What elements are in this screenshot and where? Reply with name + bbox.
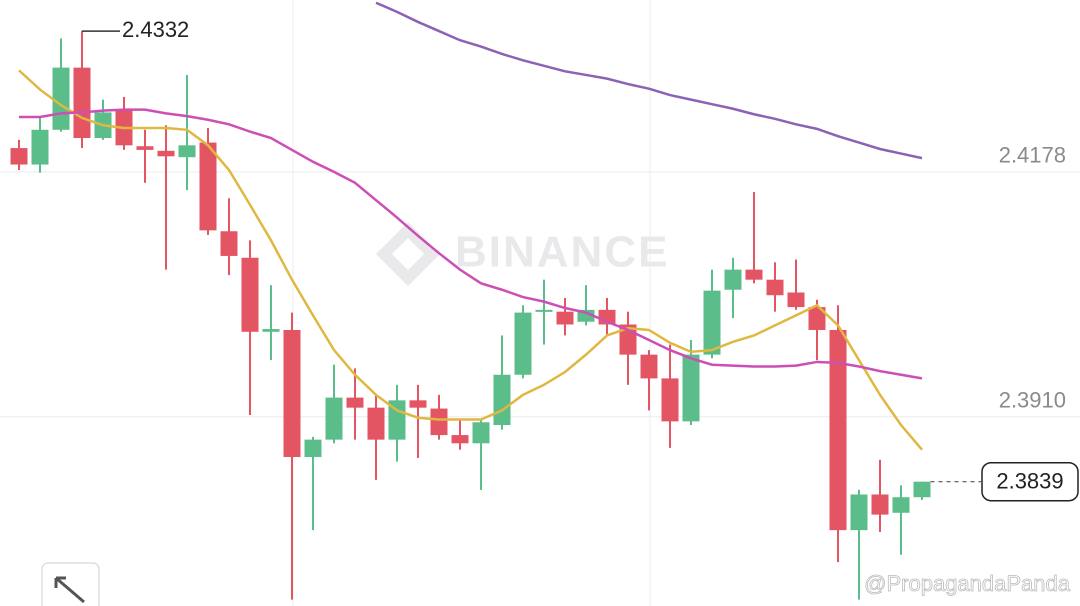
candle-body: [388, 400, 406, 440]
candle-body: [199, 142, 217, 231]
candle-body: [451, 435, 469, 444]
candle-body: [682, 354, 700, 422]
expand-icon: [54, 576, 85, 604]
candle-body: [850, 494, 868, 531]
expand-button[interactable]: [41, 562, 100, 606]
candle-body: [73, 67, 91, 139]
candle-body: [304, 439, 322, 458]
moving-average-line: [18, 69, 923, 451]
y-tick-label: 2.3910: [999, 388, 1066, 413]
candle-body: [325, 397, 343, 440]
last-price-box: [981, 461, 1079, 502]
candle-body: [430, 408, 448, 436]
moving-average-line: [19, 108, 923, 380]
candle-body: [220, 231, 238, 256]
candle-body: [577, 309, 595, 322]
candle-body: [367, 407, 385, 440]
candle-body: [703, 290, 721, 355]
candle-body: [766, 279, 784, 296]
candle-body: [493, 374, 511, 426]
candle-body: [808, 307, 826, 330]
candle-body: [178, 145, 196, 158]
candle-body: [262, 329, 280, 332]
watermark-logo: [376, 222, 440, 286]
candle-body: [829, 329, 847, 531]
watermark: BINANCE: [455, 228, 669, 277]
candle-body: [31, 129, 49, 165]
candle-body: [283, 329, 301, 458]
high-label: 2.4332: [122, 17, 189, 42]
candle-body: [556, 311, 574, 325]
candle-body: [871, 494, 889, 515]
candle-body: [745, 269, 763, 280]
candle-body: [10, 148, 28, 165]
y-tick-label: 2.4178: [999, 143, 1066, 168]
candle-body: [724, 269, 742, 290]
candle-body: [661, 378, 679, 422]
candle-body: [409, 400, 427, 408]
candle-body: [241, 257, 259, 332]
candle-body: [640, 354, 658, 379]
moving-average-line: [375, 1, 923, 160]
candle-body: [346, 397, 364, 408]
candle-body: [52, 67, 70, 130]
candle-body: [472, 422, 490, 444]
last-price-label: 2.3839: [996, 469, 1063, 494]
candle-body: [892, 497, 910, 513]
candle-body: [136, 146, 154, 150]
candle-body: [514, 312, 532, 375]
candle-body: [535, 309, 553, 312]
candle-body: [157, 150, 175, 157]
candle-body: [913, 481, 931, 498]
credit: @PropagandaPanda: [864, 571, 1071, 596]
candle-body: [787, 292, 805, 308]
